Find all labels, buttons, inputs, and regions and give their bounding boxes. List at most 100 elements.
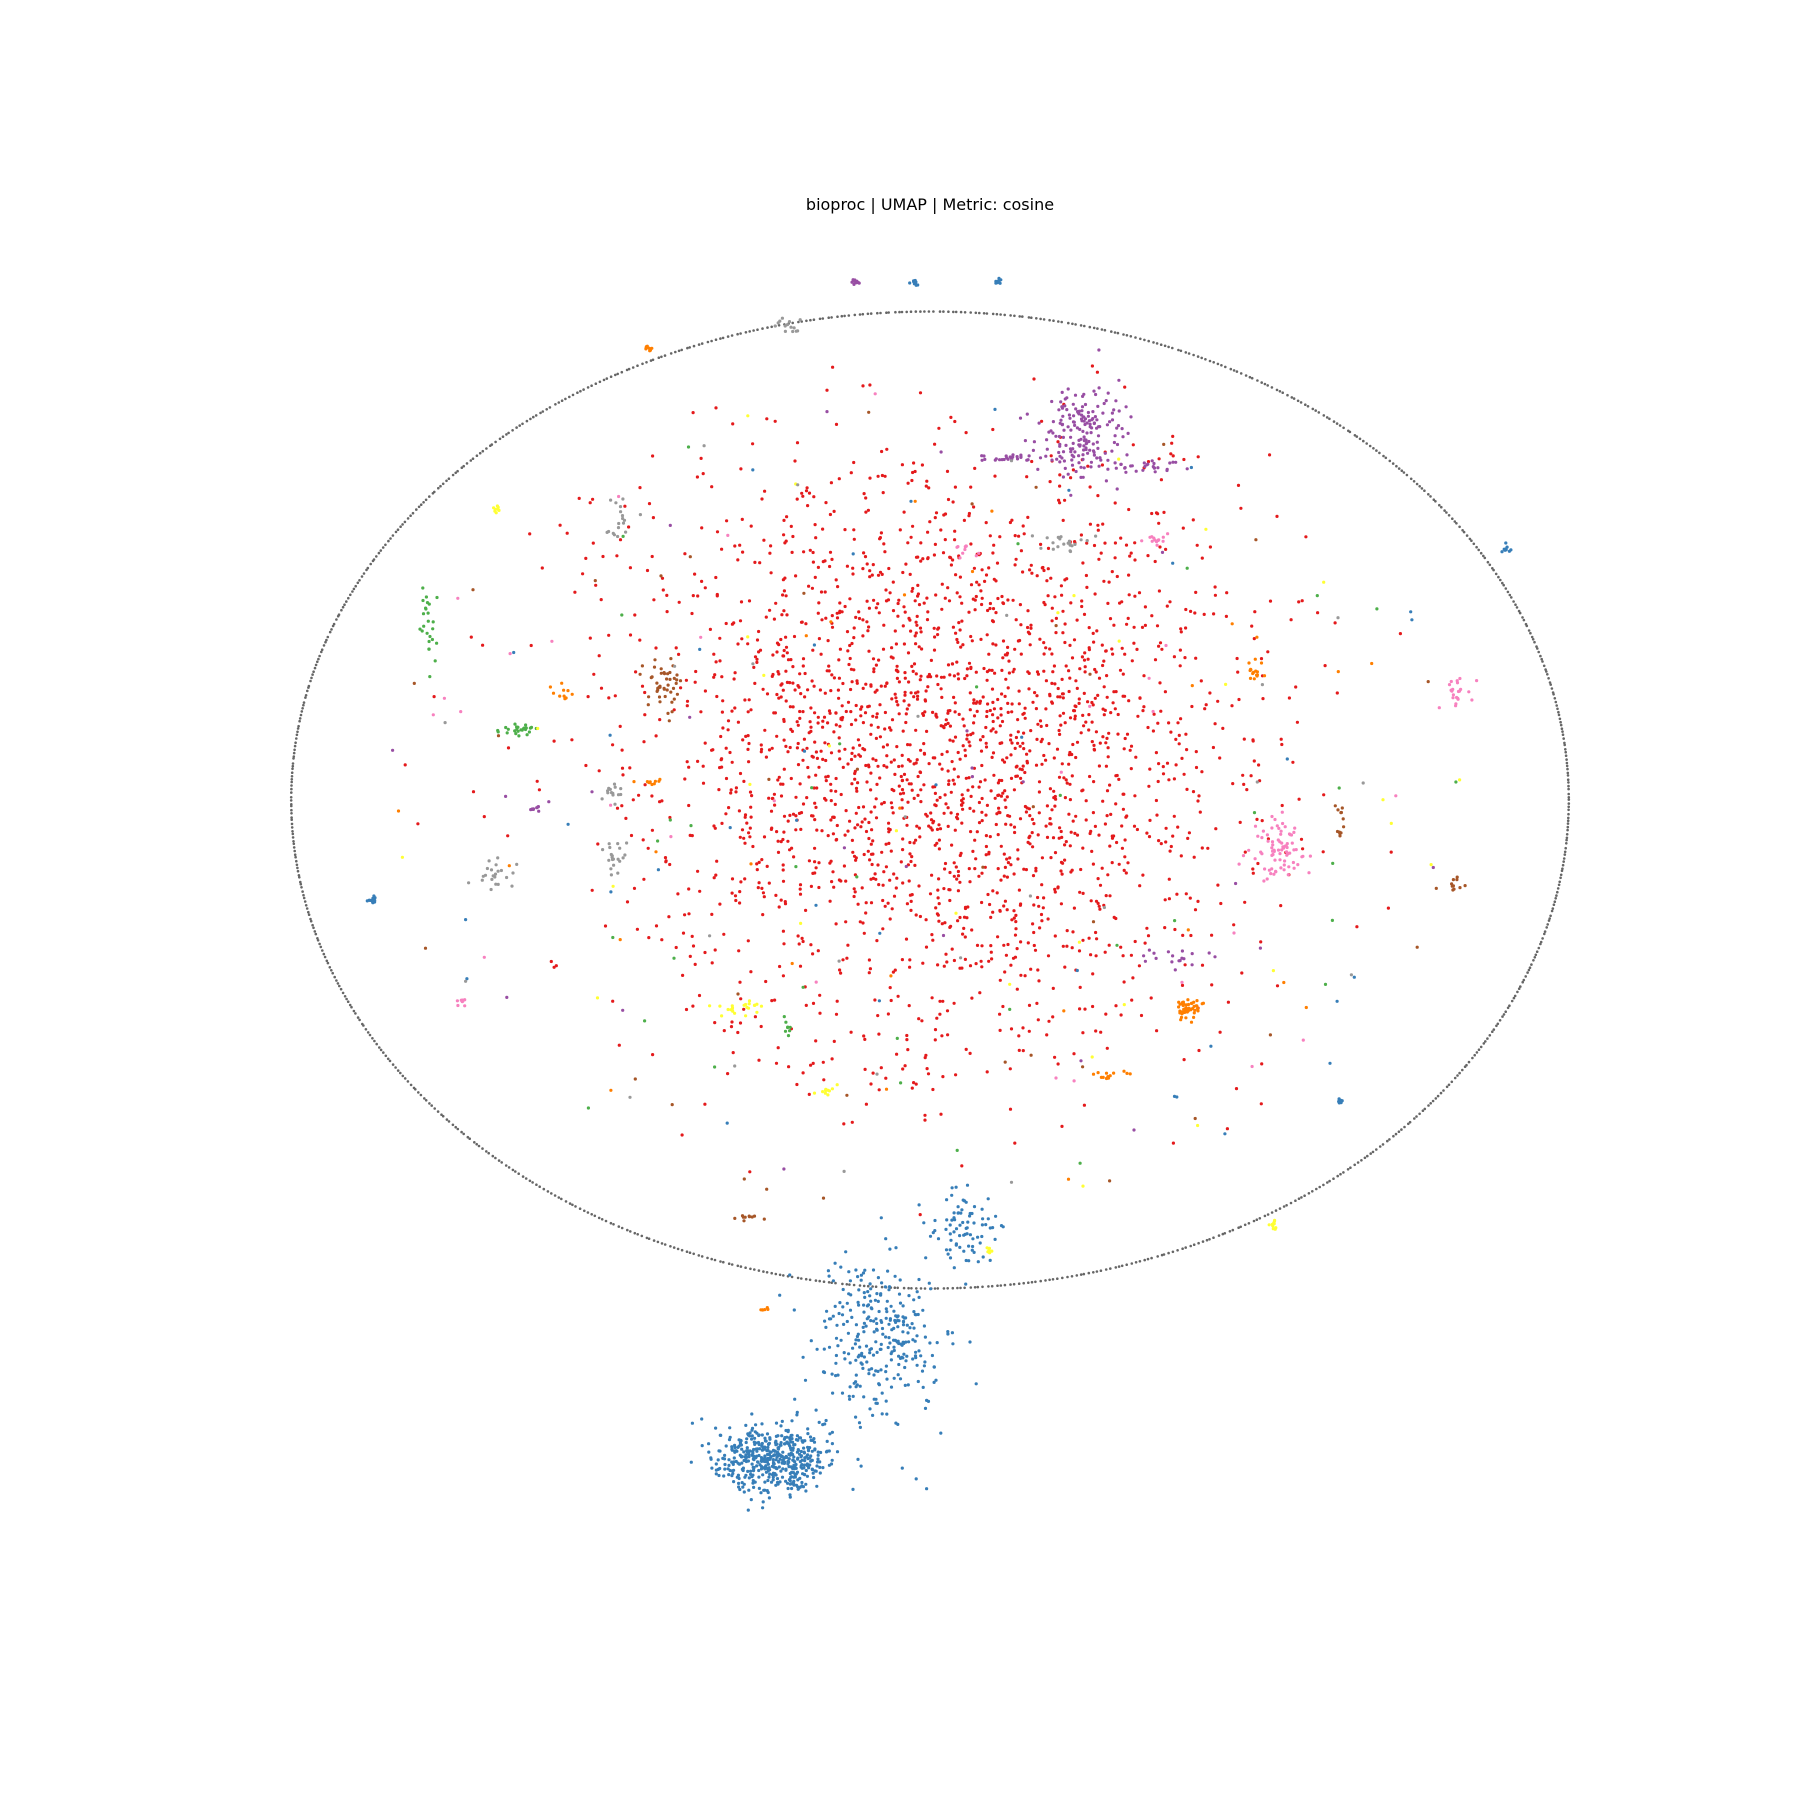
data-point: [836, 1373, 840, 1377]
data-point: [952, 1001, 956, 1005]
ring-point: [861, 312, 865, 316]
data-point: [670, 710, 674, 714]
ring-point: [614, 373, 617, 377]
data-point: [984, 834, 989, 838]
ring-point: [1553, 900, 1557, 903]
data-point: [797, 811, 802, 816]
data-point: [996, 867, 1000, 871]
data-point: [759, 1004, 764, 1008]
data-point: [731, 1462, 735, 1466]
data-point: [1030, 831, 1034, 835]
data-point: [1135, 647, 1139, 652]
ring-point: [316, 939, 320, 942]
data-point: [862, 1321, 867, 1325]
data-point: [783, 329, 788, 333]
ring-point: [1155, 342, 1159, 345]
data-point: [793, 1460, 797, 1464]
ring-point: [660, 355, 663, 359]
data-point: [1123, 466, 1127, 470]
ring-point: [294, 855, 297, 859]
data-point: [659, 667, 663, 671]
data-point: [760, 858, 764, 862]
data-point: [807, 775, 811, 779]
data-point: [965, 1183, 970, 1187]
data-point: [868, 1282, 872, 1286]
data-point: [1335, 691, 1339, 695]
data-point: [809, 1438, 813, 1442]
data-point: [607, 529, 611, 534]
ring-point: [1022, 1281, 1025, 1285]
data-point: [1003, 899, 1008, 903]
ring-point: [976, 1285, 980, 1289]
data-point: [874, 736, 879, 741]
data-point: [1147, 835, 1152, 839]
data-point: [943, 867, 947, 871]
ring-point: [297, 724, 300, 728]
data-point: [800, 1480, 804, 1485]
data-point: [949, 415, 953, 419]
data-point: [783, 1029, 788, 1033]
data-point: [778, 1453, 783, 1457]
data-point: [1002, 874, 1006, 878]
data-point: [852, 460, 856, 465]
data-point: [905, 1033, 909, 1038]
ring-point: [375, 555, 378, 558]
data-point: [812, 684, 816, 688]
data-point: [1120, 646, 1124, 650]
data-point: [803, 671, 807, 676]
data-point: [952, 1230, 956, 1234]
data-point: [647, 502, 652, 506]
data-point: [655, 681, 659, 685]
data-point: [845, 1301, 849, 1305]
data-point: [1055, 457, 1059, 461]
data-point: [988, 1258, 992, 1262]
ring-point: [858, 1284, 862, 1287]
data-point: [1183, 963, 1187, 967]
data-point: [691, 1004, 695, 1008]
data-point: [558, 694, 562, 698]
data-point: [710, 961, 714, 965]
data-point: [780, 613, 784, 617]
data-point: [641, 838, 645, 842]
data-point: [1051, 547, 1055, 551]
data-point: [1081, 1031, 1085, 1035]
data-point: [1104, 764, 1108, 768]
ring-point: [636, 1233, 639, 1236]
data-point: [1335, 829, 1340, 834]
data-point: [1157, 644, 1161, 648]
data-point: [1147, 948, 1151, 952]
ring-point: [657, 356, 661, 360]
data-point: [877, 1309, 881, 1314]
data-point: [1081, 561, 1085, 565]
data-point: [879, 1293, 883, 1297]
data-point: [1259, 661, 1264, 665]
ring-point: [316, 937, 319, 940]
data-point: [1179, 1015, 1184, 1020]
data-point: [1018, 416, 1023, 420]
data-point: [782, 589, 787, 593]
data-point: [1090, 740, 1094, 744]
data-point: [1097, 386, 1101, 390]
data-point: [985, 709, 989, 714]
data-point: [1012, 909, 1016, 913]
ring-point: [1039, 1279, 1042, 1283]
data-point: [861, 1325, 865, 1329]
data-point: [1047, 742, 1051, 746]
data-point: [871, 839, 875, 843]
data-point: [991, 910, 995, 914]
data-point: [864, 763, 868, 768]
data-point: [876, 1014, 880, 1018]
ring-point: [1125, 1263, 1128, 1266]
data-point: [922, 1324, 927, 1328]
data-point: [1034, 707, 1038, 711]
ring-point: [1130, 1262, 1134, 1265]
data-point: [1193, 908, 1198, 912]
data-point: [1073, 423, 1077, 427]
data-point: [506, 727, 510, 731]
data-point: [779, 683, 783, 687]
data-point: [1094, 1029, 1098, 1033]
data-point: [749, 815, 753, 819]
data-point: [1275, 514, 1279, 519]
data-point: [964, 1047, 968, 1051]
data-point: [788, 1493, 792, 1497]
